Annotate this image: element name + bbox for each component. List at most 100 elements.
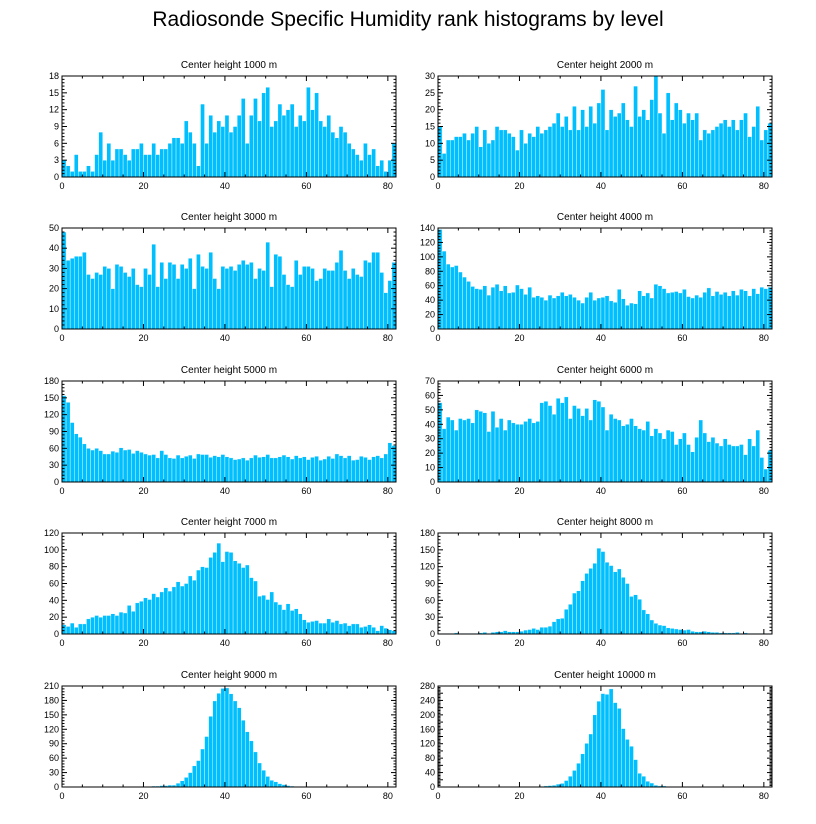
histogram-panel: Center height 10000 m 0 20 40 60 80 0 40 80 120 16…: [420, 670, 773, 801]
histogram-bar: [641, 609, 646, 635]
histogram-bar: [375, 630, 380, 635]
histogram-bar: [318, 278, 323, 330]
histogram-bar: [192, 458, 197, 483]
histogram-bar: [690, 297, 695, 330]
histogram-bar: [114, 452, 120, 483]
histogram-bar: [657, 285, 663, 330]
histogram-bar: [342, 457, 348, 483]
histogram-bar: [629, 126, 634, 178]
histogram-bar: [281, 274, 287, 330]
histogram-bar: [228, 552, 234, 635]
y-tick-label: 0: [430, 629, 435, 639]
histogram-bar: [735, 445, 740, 483]
histogram-bar: [527, 286, 532, 330]
histogram-bar: [592, 399, 598, 483]
histogram-bar: [139, 286, 144, 330]
histogram-bar: [490, 411, 496, 483]
histogram-bar: [350, 148, 356, 178]
histogram-bar: [710, 437, 716, 483]
histogram-bar: [604, 694, 610, 788]
histogram-bar: [383, 627, 389, 635]
histogram-bar: [350, 623, 356, 635]
histogram-bar: [143, 453, 148, 483]
histogram-bar: [114, 615, 120, 635]
histogram-bar: [273, 120, 279, 178]
histogram-bar: [690, 451, 695, 483]
histogram-bar: [126, 276, 132, 330]
histogram-bar: [155, 286, 160, 330]
y-tick-label: 120: [420, 237, 435, 247]
histogram-panel: Center height 9000 m 0 20 40 60 80 0 30 60 90 120 1…: [44, 670, 397, 801]
histogram-bar: [759, 139, 765, 178]
histogram-bar: [363, 143, 368, 178]
histogram-bar: [478, 411, 484, 483]
histogram-bar: [139, 143, 144, 178]
histogram-bar: [371, 148, 376, 178]
histogram-bar: [458, 136, 463, 178]
histogram-bar: [359, 627, 364, 635]
histogram-bar: [122, 612, 128, 635]
histogram-bar: [576, 408, 581, 483]
histogram-bar: [90, 278, 95, 330]
histogram-bar: [212, 552, 217, 635]
y-tick-label: 200: [420, 710, 435, 720]
histogram-bar: [74, 256, 79, 330]
histogram-bar: [342, 270, 348, 330]
histogram-bar: [306, 87, 311, 178]
y-tick-label: 20: [49, 284, 59, 294]
histogram-bar: [241, 457, 246, 483]
histogram-bar: [661, 133, 667, 178]
histogram-bar: [204, 567, 209, 635]
histogram-bar: [171, 458, 177, 483]
histogram-bar: [698, 419, 703, 483]
histogram-bar: [371, 252, 376, 330]
x-tick-label: 20: [138, 333, 148, 343]
histogram-bar: [580, 109, 585, 178]
histogram-bar: [285, 284, 291, 330]
histogram-bar: [118, 266, 124, 330]
y-tick-label: 80: [425, 266, 435, 276]
histogram-bar: [86, 165, 91, 178]
histogram-bar: [759, 457, 765, 483]
histogram-bar: [441, 250, 447, 330]
histogram-bar: [653, 623, 659, 635]
histogram-bar: [330, 270, 336, 330]
histogram-bar: [694, 294, 699, 330]
x-tick-label: 80: [759, 181, 769, 191]
histogram-bar: [192, 765, 197, 788]
histogram-bar: [767, 450, 773, 483]
histogram-bar: [637, 116, 642, 178]
y-tick-label: 0: [54, 782, 59, 792]
histogram-bar: [241, 260, 246, 330]
histogram-bar: [302, 120, 307, 178]
histogram-bar: [726, 295, 732, 330]
histogram-bar: [722, 438, 728, 483]
histogram-bar: [674, 444, 679, 483]
figure-title: Radiosonde Specific Humidity rank histog…: [152, 8, 664, 31]
plot-frame: [61, 227, 397, 330]
y-tick-label: 40: [49, 595, 59, 605]
histogram-bar: [649, 619, 655, 635]
histogram-bar: [269, 286, 275, 330]
x-tick-label: 20: [514, 638, 524, 648]
histogram-bar: [367, 154, 372, 178]
histogram-bar: [645, 421, 651, 483]
histogram-bar: [519, 288, 524, 330]
histogram-bar: [220, 454, 226, 483]
histogram-bar: [228, 693, 234, 788]
histogram-bar: [249, 457, 254, 483]
histogram-bar: [527, 629, 532, 635]
histogram-bar: [608, 109, 614, 178]
histogram-bar: [515, 149, 520, 178]
histogram-bar: [383, 453, 389, 483]
histogram-bar: [131, 611, 136, 635]
x-tick-label: 60: [301, 638, 311, 648]
x-tick-label: 60: [677, 181, 687, 191]
histogram-bar: [572, 106, 577, 178]
histogram-bar: [645, 781, 651, 788]
y-tick-label: 90: [49, 739, 59, 749]
y-tick-label: 25: [425, 88, 435, 98]
histogram-bar: [196, 760, 201, 788]
y-tick-label: 0: [54, 324, 59, 334]
histogram-panel: Center height 8000 m 0 20 40 60 80 0 30 60 90 120 1…: [420, 517, 773, 648]
